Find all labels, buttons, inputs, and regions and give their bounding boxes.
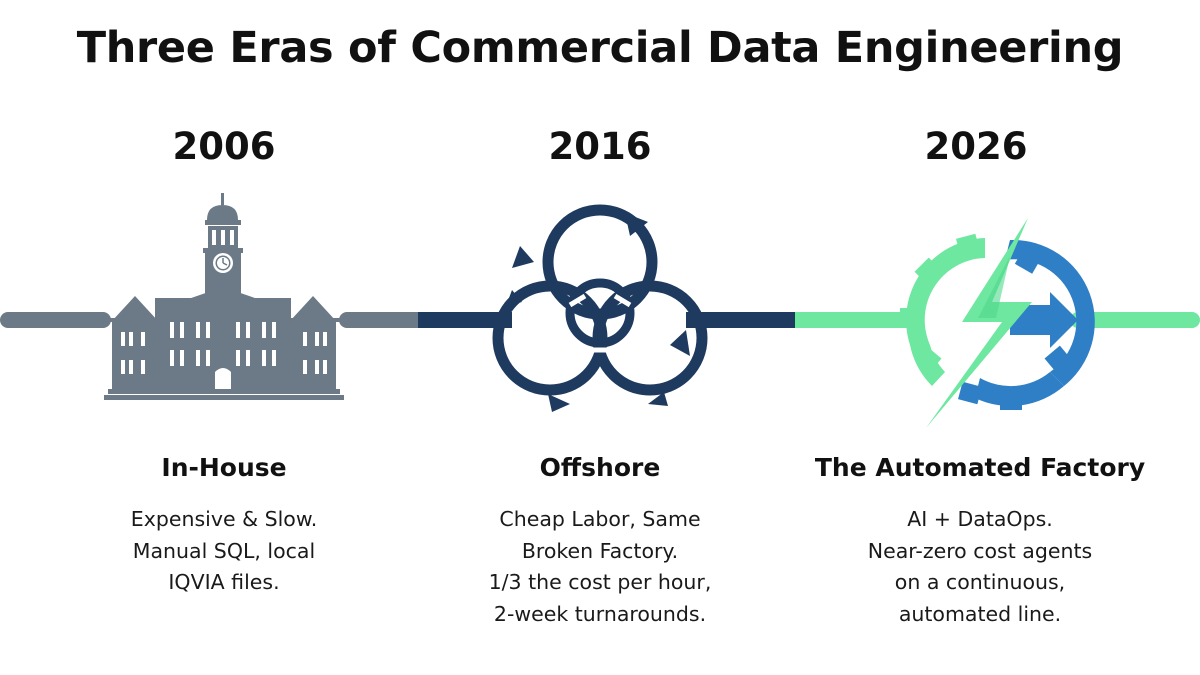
gear-lightning-icon	[900, 218, 1095, 428]
era-description-line: Cheap Labor, Same	[499, 507, 701, 531]
era-description-line: Expensive & Slow.	[130, 507, 318, 531]
era-description-in-house: Expensive & Slow. Manual SQL, local IQVI…	[54, 504, 394, 599]
cycle-arrows-icon	[492, 204, 708, 412]
era-description-line: IQVIA files.	[168, 570, 280, 594]
era-description-line: on a continuous,	[894, 570, 1066, 594]
era-year-2026: 2026	[924, 125, 1028, 168]
era-year-2006: 2006	[172, 125, 276, 168]
era-name-automated-factory: The Automated Factory	[814, 453, 1146, 482]
era-description-line: Near-zero cost agents	[867, 538, 1093, 563]
era-description-automated-factory: AI + DataOps. Near-zero cost agents on a…	[810, 504, 1150, 630]
era-description-line: Manual SQL, local	[132, 538, 316, 563]
era-description-line: AI + DataOps.	[907, 507, 1053, 531]
era-description-line: 1/3 the cost per hour,	[488, 570, 712, 594]
era-description-line: automated line.	[898, 601, 1062, 626]
era-name-in-house: In-House	[161, 453, 287, 482]
era-year-2016: 2016	[548, 125, 652, 168]
building-icon	[104, 193, 344, 400]
era-description-line: Broken Factory.	[521, 538, 679, 563]
page-title: Three Eras of Commercial Data Engineerin…	[76, 23, 1124, 73]
era-description-line: 2-week turnarounds.	[493, 601, 707, 626]
era-name-offshore: Offshore	[539, 453, 661, 482]
era-description-offshore: Cheap Labor, Same Broken Factory. 1/3 th…	[430, 504, 770, 630]
